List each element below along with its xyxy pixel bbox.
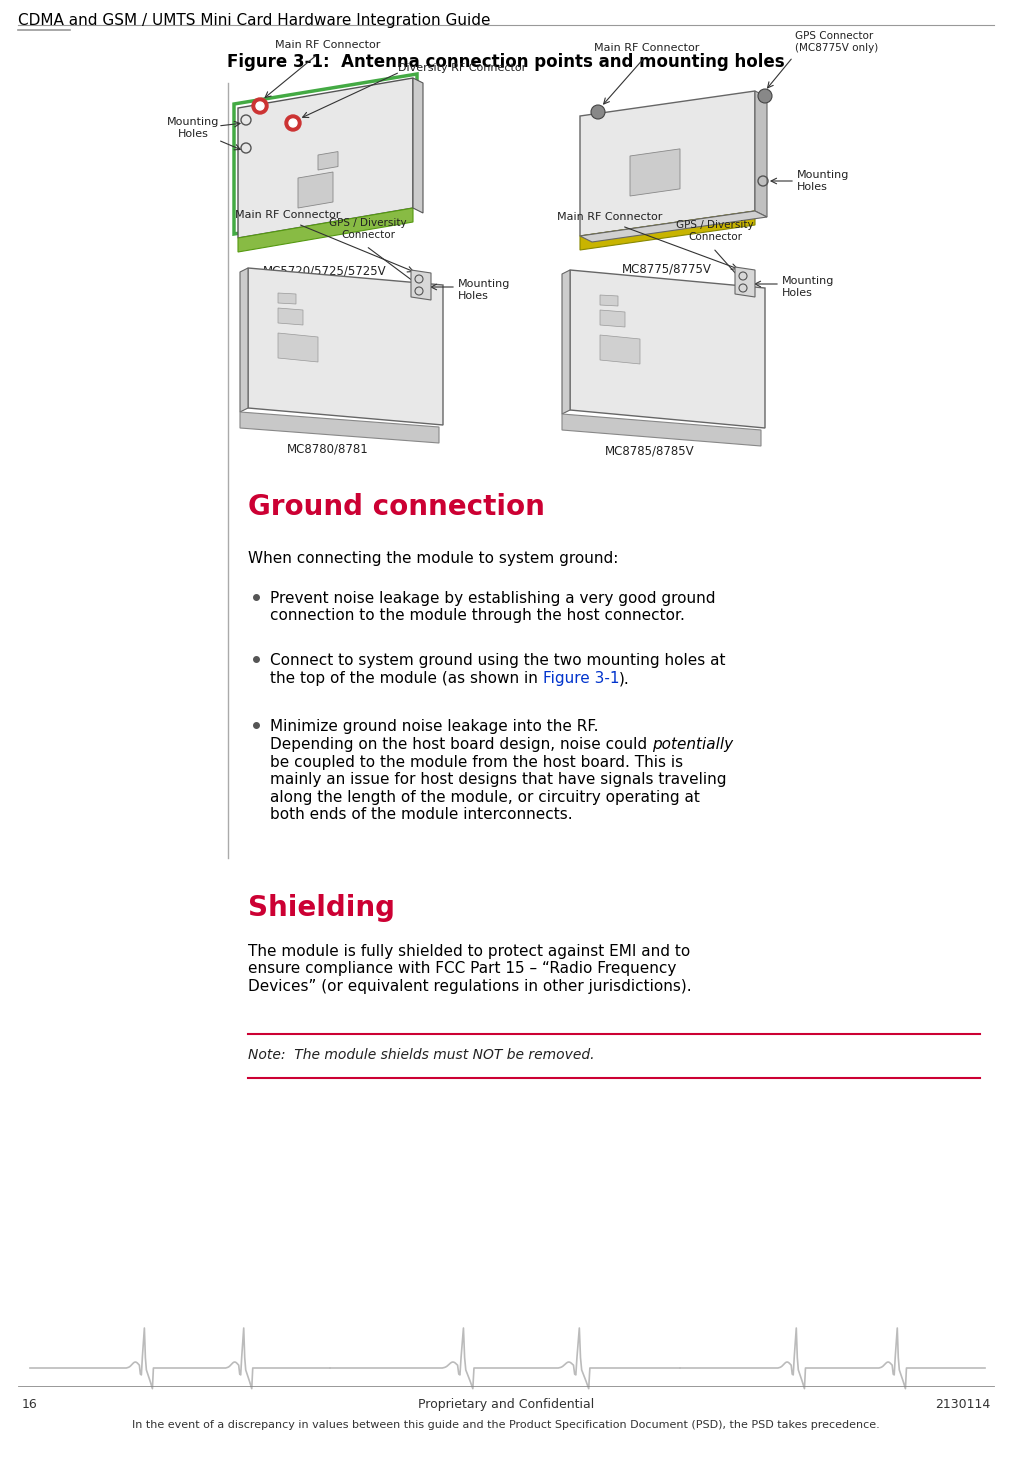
Polygon shape — [248, 269, 443, 426]
Text: Connect to system ground using the two mounting holes at: Connect to system ground using the two m… — [270, 653, 725, 668]
Circle shape — [256, 101, 264, 110]
Polygon shape — [569, 270, 764, 429]
Text: GPS Connector
(MC8775V only): GPS Connector (MC8775V only) — [795, 31, 878, 53]
Polygon shape — [579, 91, 754, 236]
Polygon shape — [317, 151, 338, 170]
Text: The module is fully shielded to protect against EMI and to
ensure compliance wit: The module is fully shielded to protect … — [248, 944, 691, 994]
Text: Depending on the host board design, noise could: Depending on the host board design, nois… — [270, 737, 651, 752]
Text: Depending on the host board design, noise could: Depending on the host board design, nois… — [270, 737, 651, 752]
Polygon shape — [754, 91, 766, 217]
Polygon shape — [240, 413, 439, 443]
Text: Main RF Connector: Main RF Connector — [236, 210, 341, 220]
Polygon shape — [579, 211, 754, 250]
Polygon shape — [734, 267, 754, 297]
Circle shape — [289, 119, 296, 128]
Text: ).: ). — [619, 671, 630, 686]
Text: Mounting
Holes: Mounting Holes — [167, 117, 219, 139]
Text: Mounting
Holes: Mounting Holes — [782, 276, 833, 298]
Text: Minimize ground noise leakage into the RF.: Minimize ground noise leakage into the R… — [270, 719, 598, 734]
Text: Figure 3-1:  Antenna connection points and mounting holes: Figure 3-1: Antenna connection points an… — [226, 53, 785, 70]
Text: Main RF Connector: Main RF Connector — [593, 43, 699, 53]
Polygon shape — [297, 172, 333, 208]
Text: CDMA and GSM / UMTS Mini Card Hardware Integration Guide: CDMA and GSM / UMTS Mini Card Hardware I… — [18, 13, 490, 28]
Polygon shape — [412, 78, 423, 213]
Polygon shape — [579, 211, 766, 242]
Text: Ground connection: Ground connection — [248, 493, 544, 521]
Circle shape — [252, 98, 268, 115]
Text: 16: 16 — [22, 1398, 37, 1411]
Text: Figure 3-1: Figure 3-1 — [542, 671, 619, 686]
Text: GPS / Diversity
Connector: GPS / Diversity Connector — [329, 219, 406, 239]
Text: Prevent noise leakage by establishing a very good ground
connection to the modul: Prevent noise leakage by establishing a … — [270, 592, 715, 624]
Text: Proprietary and Confidential: Proprietary and Confidential — [418, 1398, 593, 1411]
Text: Main RF Connector: Main RF Connector — [275, 40, 380, 50]
Text: When connecting the module to system ground:: When connecting the module to system gro… — [248, 550, 618, 567]
Text: the top of the module (as shown in: the top of the module (as shown in — [270, 671, 542, 686]
Polygon shape — [561, 270, 569, 414]
Polygon shape — [278, 333, 317, 363]
Text: Main RF Connector: Main RF Connector — [557, 211, 662, 222]
Polygon shape — [278, 308, 302, 324]
Circle shape — [757, 90, 771, 103]
Text: MC8775/8775V: MC8775/8775V — [622, 261, 711, 275]
Text: the top of the module (as shown in: the top of the module (as shown in — [270, 671, 542, 686]
Polygon shape — [561, 414, 760, 446]
Polygon shape — [600, 335, 639, 364]
Text: Note:  The module shields must NOT be removed.: Note: The module shields must NOT be rem… — [248, 1048, 593, 1061]
Text: MC8780/8781: MC8780/8781 — [287, 442, 369, 455]
Text: In the event of a discrepancy in values between this guide and the Product Speci: In the event of a discrepancy in values … — [132, 1420, 879, 1430]
Text: be coupled to the module from the host board. This is
mainly an issue for host d: be coupled to the module from the host b… — [270, 755, 726, 822]
Polygon shape — [410, 270, 431, 299]
Text: GPS / Diversity
Connector: GPS / Diversity Connector — [675, 220, 753, 242]
Polygon shape — [240, 269, 248, 413]
Polygon shape — [238, 208, 412, 252]
Circle shape — [590, 106, 605, 119]
Circle shape — [285, 115, 300, 131]
Text: Shielding: Shielding — [248, 894, 394, 922]
Text: Diversity RF Connector: Diversity RF Connector — [397, 63, 526, 73]
Text: Mounting
Holes: Mounting Holes — [458, 279, 510, 301]
Text: Figure 3-1: Figure 3-1 — [542, 671, 619, 686]
Polygon shape — [630, 148, 679, 197]
Text: MC8785/8785V: MC8785/8785V — [605, 443, 695, 457]
Polygon shape — [238, 78, 412, 238]
Polygon shape — [278, 294, 295, 304]
Polygon shape — [600, 310, 625, 327]
Text: Mounting
Holes: Mounting Holes — [797, 170, 848, 192]
Text: 2130114: 2130114 — [934, 1398, 989, 1411]
Text: MC5720/5725/5725V: MC5720/5725/5725V — [263, 264, 386, 277]
Polygon shape — [600, 295, 618, 305]
Text: potentially: potentially — [651, 737, 732, 752]
